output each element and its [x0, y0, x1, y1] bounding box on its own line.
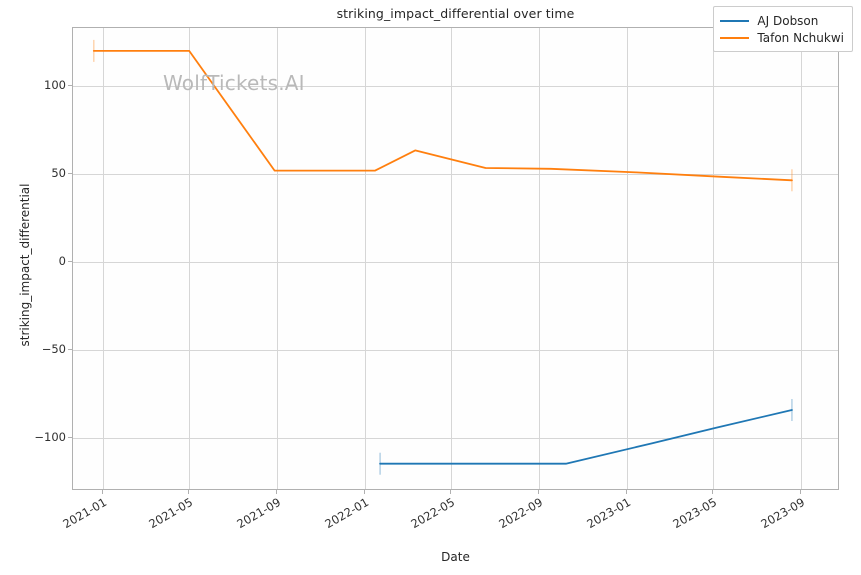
legend-item-label: Tafon Nchukwi [757, 30, 844, 45]
grid-line-vertical [801, 28, 802, 489]
x-axis-tick-mark [102, 490, 103, 494]
grid-line-horizontal [73, 350, 838, 351]
y-axis-tick-mark [68, 349, 72, 351]
y-axis-tick-label: −100 [34, 430, 66, 445]
legend-item-label: AJ Dobson [757, 13, 819, 28]
grid-line-horizontal [73, 262, 838, 263]
x-axis-tick-mark [364, 490, 365, 494]
x-axis-label: Date [441, 550, 470, 564]
x-axis-tick-mark [276, 490, 277, 494]
y-axis-tick-mark [68, 173, 72, 175]
x-axis-tick-label: 2023-09 [758, 494, 808, 532]
legend: AJ Dobson Tafon Nchukwi [713, 6, 853, 52]
x-axis-tick-mark [800, 490, 801, 494]
x-axis-tick-mark [712, 490, 713, 494]
y-axis-label: striking_impact_differential [18, 183, 32, 347]
y-axis-tick-mark [68, 85, 72, 87]
legend-item: AJ Dobson [720, 12, 844, 29]
x-axis-tick-label: 2021-05 [146, 494, 196, 532]
grid-line-vertical [539, 28, 540, 489]
grid-line-horizontal [73, 86, 838, 87]
grid-line-vertical [189, 28, 190, 489]
legend-color-swatch [720, 36, 750, 39]
x-axis-tick-label: 2022-05 [408, 494, 458, 532]
x-axis-tick-mark [538, 490, 539, 494]
x-axis-tick-mark [626, 490, 627, 494]
y-axis-tick-label: 50 [51, 166, 66, 181]
x-axis-tick-label: 2021-09 [234, 494, 284, 532]
x-axis-tick-label: 2021-01 [60, 494, 110, 532]
grid-line-vertical [627, 28, 628, 489]
grid-line-vertical [103, 28, 104, 489]
x-axis-tick-label: 2023-05 [670, 494, 720, 532]
x-axis-tick-mark [450, 490, 451, 494]
x-axis-tick-label: 2022-09 [496, 494, 546, 532]
y-axis-tick-mark [68, 437, 72, 439]
x-axis-tick-label: 2022-01 [322, 494, 372, 532]
grid-line-vertical [277, 28, 278, 489]
watermark: WolfTickets.AI [163, 71, 305, 95]
series-line [379, 409, 793, 465]
legend-item: Tafon Nchukwi [720, 29, 844, 46]
plot-area: WolfTickets.AI [72, 27, 839, 490]
grid-line-vertical [365, 28, 366, 489]
series-layer [92, 39, 793, 475]
legend-color-swatch [720, 19, 750, 22]
chart-title: striking_impact_differential over time [336, 6, 575, 21]
grid-line-horizontal [73, 174, 838, 175]
grid-line-horizontal [73, 438, 838, 439]
y-axis-tick-mark [68, 261, 72, 263]
grid-line-vertical [713, 28, 714, 489]
y-axis-tick-label: 100 [44, 78, 66, 93]
grid-line-vertical [451, 28, 452, 489]
series-line [92, 49, 793, 182]
y-axis-tick-label: 0 [58, 254, 66, 269]
x-axis-tick-mark [188, 490, 189, 494]
y-axis-tick-label: −50 [41, 342, 66, 357]
x-axis-tick-label: 2023-01 [584, 494, 633, 532]
